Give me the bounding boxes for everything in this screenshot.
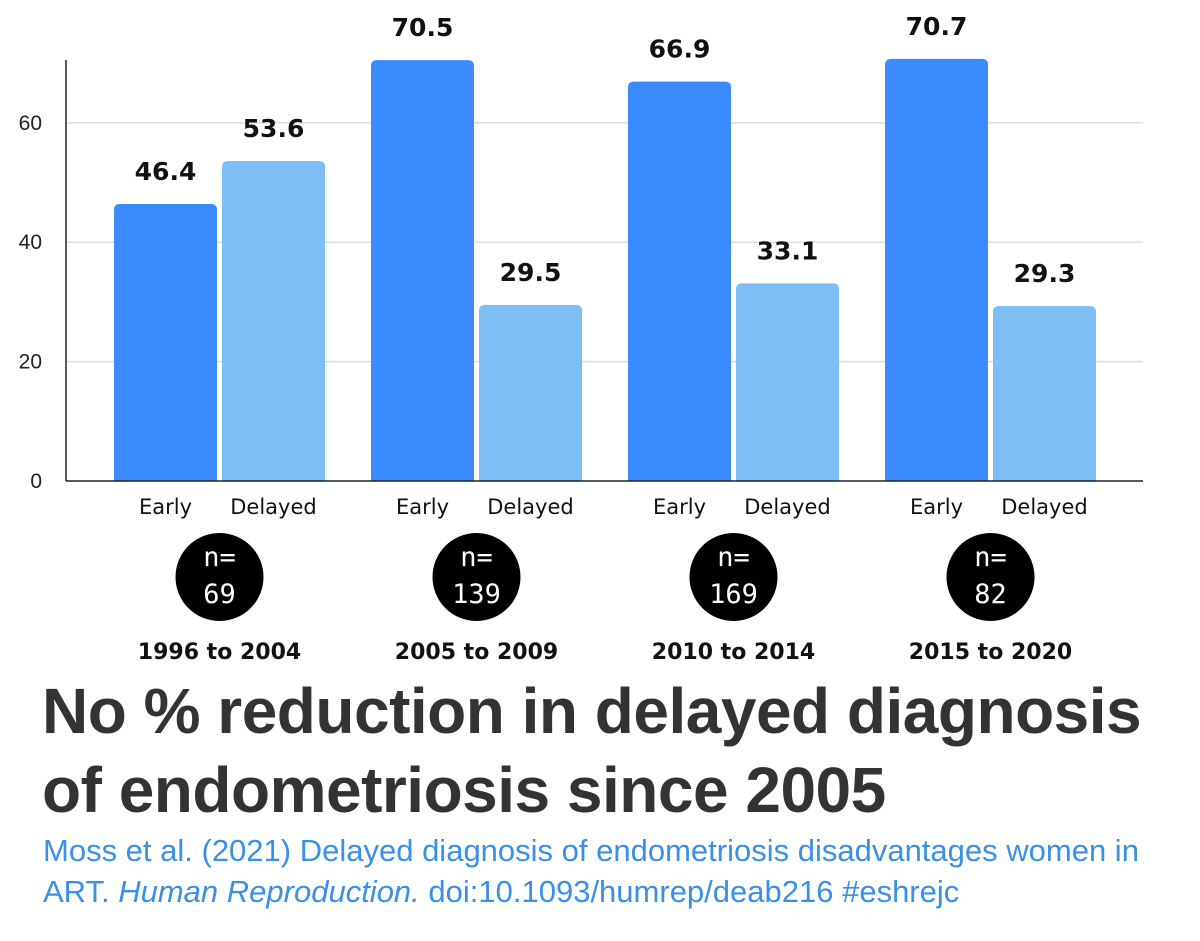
bar-delayed	[993, 306, 1096, 481]
bar-value-label: 53.6	[243, 114, 305, 143]
bar-value-label: 66.9	[649, 35, 711, 64]
bar-value-label: 46.4	[135, 157, 197, 186]
bar-value-label: 70.5	[392, 13, 454, 42]
citation: Moss et al. (2021) Delayed diagnosis of …	[43, 830, 1193, 912]
sample-size-prefix: n=	[203, 542, 236, 573]
sample-size-value: 169	[709, 579, 758, 610]
sample-size-value: 139	[452, 579, 501, 610]
bar-early	[885, 58, 988, 482]
bar-early	[114, 203, 217, 481]
category-label-early: Early	[910, 495, 963, 519]
bar-early	[371, 60, 474, 482]
category-label-early: Early	[396, 495, 449, 519]
citation-doi-hashtag: doi:10.1093/humrep/deab216 #eshrejc	[419, 874, 960, 909]
category-label-delayed: Delayed	[744, 495, 830, 519]
sample-size-badge	[175, 533, 264, 621]
headline-line-2: of endometriosis since 2005	[42, 754, 886, 826]
bar-value-label: 70.7	[906, 12, 968, 41]
period-label: 2010 to 2014	[652, 640, 815, 665]
citation-text: Moss et al. (2021) Delayed diagnosis of …	[43, 833, 1139, 909]
bar-delayed	[736, 283, 839, 481]
bar-value-label: 29.5	[500, 258, 562, 287]
bar-value-label: 29.3	[1014, 259, 1076, 288]
category-label-delayed: Delayed	[1001, 495, 1087, 519]
sample-size-value: 69	[203, 579, 236, 610]
sample-size-prefix: n=	[460, 542, 493, 573]
bar-chart: 0 20 40 60 46.4 Early 53.6 Delayed 70.5 Early 29.5…	[19, 12, 1143, 665]
headline: No % reduction in delayed diagnosis of e…	[42, 672, 1182, 830]
period-label: 2015 to 2020	[909, 640, 1072, 665]
period-label: 1996 to 2004	[138, 640, 301, 665]
sample-size-badge	[689, 533, 778, 621]
bar-early	[628, 81, 731, 482]
y-tick-label: 40	[19, 231, 42, 254]
category-label-early: Early	[139, 495, 192, 519]
y-tick-label: 60	[19, 112, 42, 135]
sample-size-prefix: n=	[974, 542, 1007, 573]
category-label-delayed: Delayed	[230, 495, 316, 519]
bar-delayed	[222, 161, 325, 481]
bar-delayed	[479, 304, 582, 481]
category-label-delayed: Delayed	[487, 495, 573, 519]
headline-line-1: No % reduction in delayed diagnosis	[42, 675, 1142, 747]
sample-size-badge	[946, 533, 1035, 621]
y-tick-label: 20	[19, 351, 42, 374]
category-label-early: Early	[653, 495, 706, 519]
sample-size-prefix: n=	[717, 542, 750, 573]
bar-value-label: 33.1	[757, 236, 819, 265]
sample-size-badge	[432, 533, 521, 621]
y-tick-label: 0	[30, 470, 42, 493]
sample-size-value: 82	[974, 579, 1007, 610]
period-label: 2005 to 2009	[395, 640, 558, 665]
citation-journal: Human Reproduction.	[118, 874, 420, 909]
